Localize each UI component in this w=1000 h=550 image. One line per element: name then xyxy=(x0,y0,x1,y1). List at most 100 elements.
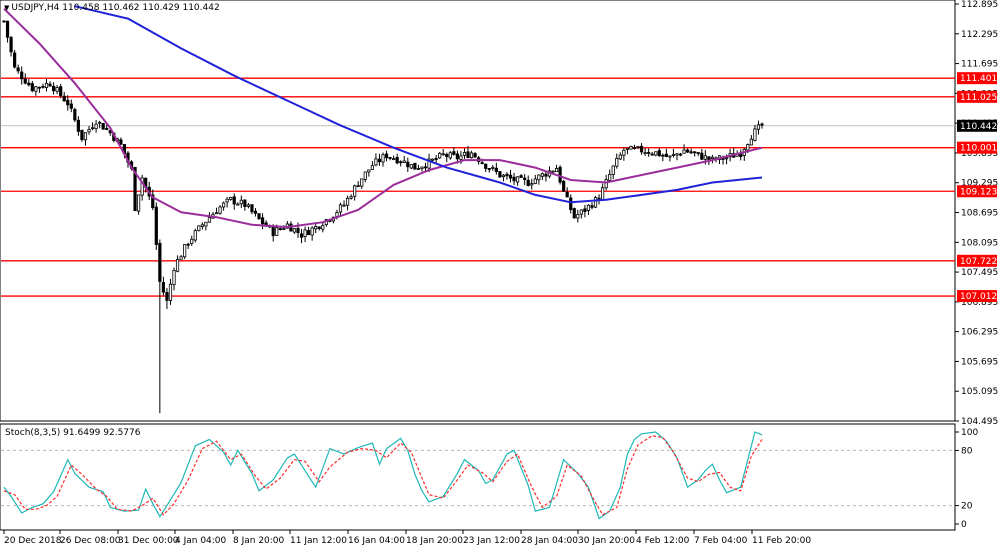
time-tick-label: 4 Jan 04:00 xyxy=(175,536,227,546)
price-tick-label: 109.895 xyxy=(961,149,998,159)
candle-body xyxy=(5,20,10,38)
candle-body xyxy=(16,67,20,72)
candle-body xyxy=(239,199,243,205)
candle-body xyxy=(27,82,31,86)
candle-body xyxy=(367,169,371,173)
time-tick-label: 11 Feb 20:00 xyxy=(752,536,811,546)
candle-body xyxy=(41,85,45,88)
moving-average-fast xyxy=(3,7,763,229)
candle-body xyxy=(349,196,353,199)
candle-body xyxy=(544,173,548,177)
candle-body xyxy=(402,160,406,163)
candle-body xyxy=(523,177,527,180)
candle-body xyxy=(2,20,6,23)
candle-body xyxy=(622,149,626,156)
candle-body xyxy=(604,179,608,189)
candle-body xyxy=(466,151,470,158)
candle-body xyxy=(20,71,24,80)
candle-body xyxy=(469,152,474,159)
chart-menu-triangle-icon[interactable]: ▼ xyxy=(4,4,10,12)
candle-body xyxy=(608,174,612,181)
candle-body xyxy=(710,156,715,160)
candle-body xyxy=(678,153,683,156)
candle-body xyxy=(370,165,374,170)
stoch-plot-area xyxy=(0,423,956,531)
chart-title: ▼ USDJPY,H4 110.458 110.462 110.429 110.4… xyxy=(4,3,220,13)
candle-body xyxy=(707,156,711,160)
candle-body xyxy=(455,153,459,160)
candle-body xyxy=(668,155,672,158)
candle-body xyxy=(625,147,630,150)
symbol-label: USDJPY,H4 xyxy=(11,3,60,13)
candle-body xyxy=(30,83,34,92)
stoch-lines xyxy=(3,431,763,520)
candle-body xyxy=(569,197,573,210)
level-price-boxes: 111.401 111.025 110.001 109.123 107.722 107.0… xyxy=(957,72,997,303)
candle-body xyxy=(257,213,261,220)
candle-body xyxy=(292,228,297,233)
current-price-label: 110.442 xyxy=(960,122,997,132)
candle-body xyxy=(526,179,530,187)
candle-body xyxy=(632,147,637,150)
stoch-tick-label: 100 xyxy=(961,428,978,438)
candle-body xyxy=(207,217,212,223)
candle-body xyxy=(204,221,208,227)
main-panel[interactable] xyxy=(0,0,956,422)
candle-body xyxy=(140,177,144,196)
candle-body xyxy=(179,256,183,260)
candle-body xyxy=(69,103,73,109)
level-price-box xyxy=(957,72,997,85)
moving-average-slow xyxy=(74,5,763,204)
candle-body xyxy=(384,153,389,159)
price-tick-label: 108.095 xyxy=(961,238,998,248)
candle-body xyxy=(314,225,318,230)
candle-body xyxy=(484,163,488,169)
candle-body xyxy=(278,228,282,231)
candle-body xyxy=(540,173,544,177)
candle-body xyxy=(689,151,693,154)
candle-body xyxy=(515,176,520,183)
main-plot-area xyxy=(0,0,956,422)
stoch-title: Stoch(8,3,5) 91.6499 92.5776 xyxy=(5,428,141,438)
candle-body xyxy=(724,157,729,160)
candle-body xyxy=(565,191,569,198)
candle-body xyxy=(558,166,562,183)
candle-body xyxy=(299,233,304,238)
price-tick-label: 106.895 xyxy=(961,298,998,308)
candle-body xyxy=(462,152,467,156)
candle-body xyxy=(200,224,204,227)
price-tick-label: 109.295 xyxy=(961,179,998,189)
candle-body xyxy=(498,171,502,178)
candle-body xyxy=(236,203,240,206)
candle-body xyxy=(533,178,537,184)
candle-body xyxy=(661,154,665,157)
candle-body xyxy=(310,227,314,236)
candle-body xyxy=(193,230,197,241)
candle-body xyxy=(317,226,321,229)
candle-body xyxy=(175,258,180,272)
time-tick-label: 18 Jan 20:00 xyxy=(406,536,463,546)
candle-body xyxy=(551,170,555,173)
candle-body xyxy=(83,132,88,141)
candle-body xyxy=(232,196,236,205)
candle-body xyxy=(363,171,367,180)
candle-body xyxy=(427,158,431,169)
candle-body xyxy=(59,86,63,96)
candle-body xyxy=(98,121,102,124)
candle-body xyxy=(572,208,576,219)
stoch-panel[interactable] xyxy=(0,423,956,531)
candle-body xyxy=(639,145,644,153)
time-tick-label: 4 Feb 12:00 xyxy=(636,536,690,546)
candle-body xyxy=(682,149,686,154)
candle-body xyxy=(34,86,38,92)
candle-body xyxy=(80,129,84,141)
price-tick-label: 108.695 xyxy=(961,209,998,219)
candle-body xyxy=(250,204,254,213)
candle-body xyxy=(664,153,668,157)
candle-body xyxy=(151,194,155,209)
candle-body xyxy=(392,158,396,160)
candle-body xyxy=(593,197,598,208)
ohlc-readout: 110.458 110.462 110.429 110.442 xyxy=(62,3,220,13)
candle-body xyxy=(154,206,158,245)
time-tick-label: 30 Jan 20:00 xyxy=(578,536,635,546)
